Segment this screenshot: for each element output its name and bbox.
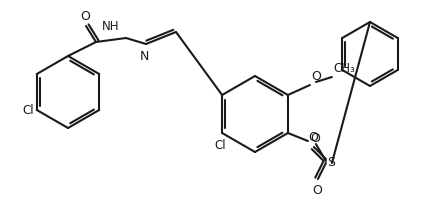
- Text: Cl: Cl: [214, 139, 225, 152]
- Text: S: S: [326, 155, 334, 168]
- Text: CH₃: CH₃: [332, 62, 354, 75]
- Text: O: O: [310, 70, 320, 83]
- Text: O: O: [311, 184, 321, 197]
- Text: N: N: [139, 50, 148, 63]
- Text: NH: NH: [102, 20, 120, 33]
- Text: O: O: [307, 131, 317, 144]
- Text: Cl: Cl: [22, 103, 34, 117]
- Text: O: O: [309, 131, 319, 145]
- Text: O: O: [80, 10, 90, 23]
